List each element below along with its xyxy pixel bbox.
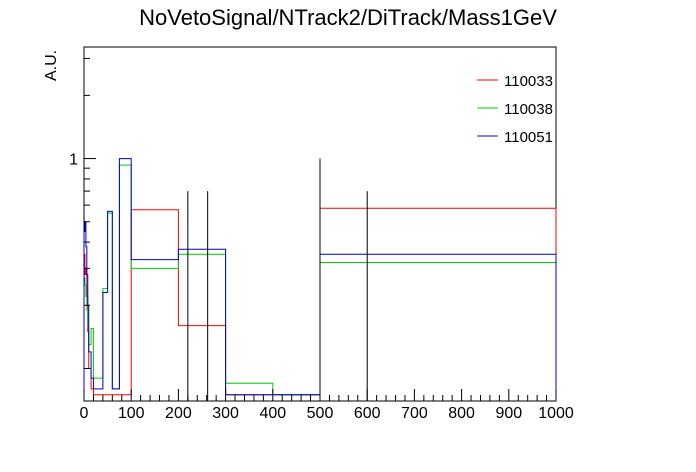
x-tick-label: 900 [495, 405, 522, 422]
legend-label-110033: 110033 [504, 73, 553, 90]
axis-layer: 0 100 200 300 400 500 600 700 800 900 1000 1 [69, 57, 574, 422]
x-tick-label: 300 [212, 405, 239, 422]
chart-title: NoVetoSignal/NTrack2/DiTrack/Mass1GeV [139, 5, 557, 30]
legend-label-110051: 110051 [504, 129, 553, 146]
x-tick-label: 700 [401, 405, 428, 422]
x-tick-label: 400 [259, 405, 286, 422]
x-tick-label: 0 [80, 405, 89, 422]
x-tick-label: 600 [354, 405, 381, 422]
x-tick-label: 500 [307, 405, 334, 422]
legend: 110033 110038 110051 [477, 73, 553, 146]
x-tick-label: 1000 [538, 405, 574, 422]
error-bar-layer [187, 158, 368, 401]
y-tick-label: 1 [69, 152, 78, 169]
y-axis-title: A.U. [43, 50, 60, 81]
x-tick-label: 800 [448, 405, 475, 422]
x-tick-label: 200 [165, 405, 192, 422]
x-tick-label: 100 [118, 405, 145, 422]
series-line-110051 [83, 158, 557, 401]
legend-label-110038: 110038 [504, 101, 553, 118]
